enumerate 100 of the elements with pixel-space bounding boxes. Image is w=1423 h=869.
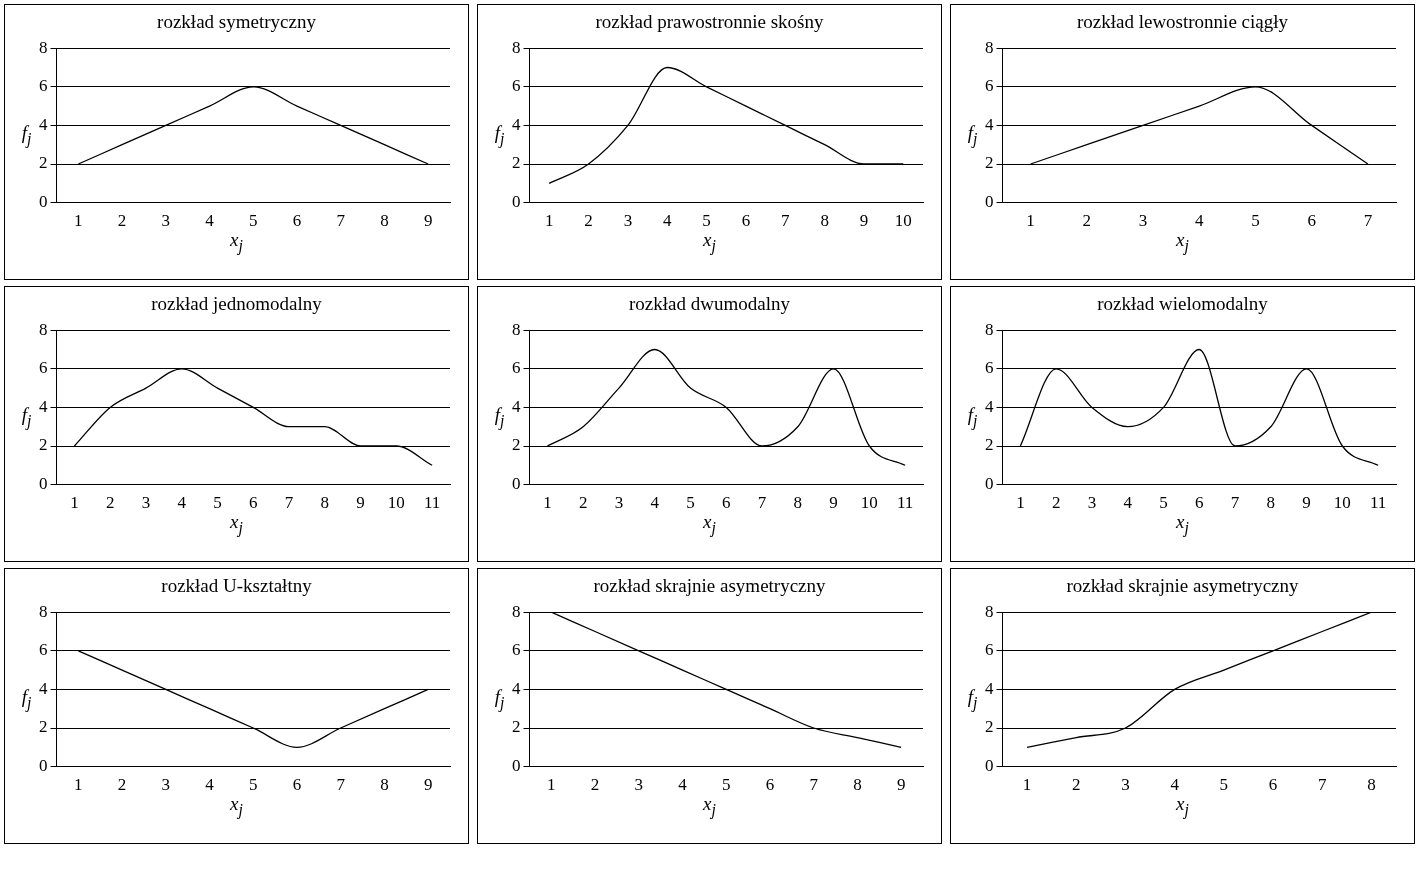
x-tick-label: 5 [701,211,711,231]
y-tick-label: 6 [38,76,47,96]
y-tick-label: 0 [984,756,993,776]
y-axis-title: f$_{j}$ [493,122,506,148]
x-axis-title: x$_{j}$ [703,229,716,255]
chart-title: rozkład jednomodalny [151,293,322,316]
x-tick-label: 9 [896,775,905,795]
x-tick-label: 6 [1194,493,1203,513]
y-tick-label: 4 [38,396,48,416]
x-axis-title: x$_{j}$ [1176,229,1189,255]
x-tick-label: 3 [1087,493,1096,513]
x-tick-label: 3 [161,211,170,231]
x-tick-label: 4 [1194,211,1204,231]
x-tick-label: 4 [1169,775,1179,795]
y-tick-label: 0 [38,756,47,776]
y-tick-label: 8 [511,601,520,621]
x-tick-label: 6 [292,775,301,795]
x-tick-label: 5 [1219,775,1228,795]
x-tick-label: 7 [780,211,790,231]
x-tick-label: 6 [765,775,774,795]
x-tick-label: 6 [1268,775,1277,795]
x-tick-label: 3 [623,211,632,231]
y-tick-label: 4 [984,678,994,698]
x-tick-label: 11 [896,493,913,513]
x-tick-label: 9 [828,493,838,513]
y-axis-title: f$_{j}$ [493,404,506,430]
y-axis-title: f$_{j}$ [966,122,979,148]
x-tick-label: 8 [379,775,389,795]
x-tick-label: 8 [819,211,829,231]
x-tick-label: 8 [379,211,389,231]
x-tick-label: 10 [860,493,878,513]
x-axis-title: x$_{j}$ [1176,511,1189,537]
chart-title: rozkład skrajnie asymetryczny [593,575,826,598]
x-tick-label: 2 [1051,493,1060,513]
y-tick-label: 6 [984,358,993,378]
x-tick-label: 4 [662,211,672,231]
y-tick-label: 6 [38,358,47,378]
x-tick-label: 2 [578,493,587,513]
x-tick-label: 5 [1250,211,1260,231]
x-tick-label: 9 [423,211,432,231]
x-tick-label: 10 [387,493,405,513]
y-tick-label: 0 [511,756,520,776]
x-tick-label: 8 [852,775,862,795]
x-tick-label: 5 [212,493,222,513]
x-tick-label: 9 [423,775,432,795]
y-tick-label: 8 [984,37,993,57]
x-tick-label: 9 [1301,493,1311,513]
y-tick-label: 2 [984,435,993,455]
x-tick-label: 2 [117,211,126,231]
x-tick-label: 6 [721,493,730,513]
y-tick-label: 8 [984,319,993,339]
y-tick-label: 2 [38,153,47,173]
x-tick-label: 11 [1369,493,1386,513]
chart-title: rozkład dwumodalny [629,293,790,316]
x-tick-label: 2 [117,775,126,795]
x-tick-label: 4 [677,775,687,795]
y-tick-label: 4 [38,114,48,134]
y-tick-label: 4 [511,678,521,698]
x-tick-label: 4 [204,211,214,231]
chart-title: rozkład lewostronnie ciągły [1076,11,1289,34]
x-tick-label: 6 [248,493,257,513]
x-tick-label: 2 [590,775,599,795]
x-tick-label: 7 [1363,211,1373,231]
x-tick-label: 1 [69,493,79,513]
y-tick-label: 2 [511,153,520,173]
x-tick-label: 7 [335,775,345,795]
x-tick-label: 5 [685,493,695,513]
x-tick-label: 3 [634,775,643,795]
x-tick-label: 8 [320,493,329,513]
x-tick-label: 2 [1071,775,1081,795]
x-tick-label: 4 [204,775,214,795]
x-tick-label: 6 [1306,211,1316,231]
chart-title: rozkład symetryczny [157,11,316,34]
y-axis-title: f$_{j}$ [20,122,33,148]
x-tick-label: 4 [649,493,659,513]
x-tick-label: 5 [248,775,257,795]
x-tick-label: 2 [583,211,593,231]
y-axis-title: f$_{j}$ [20,404,33,430]
y-tick-label: 2 [511,435,520,455]
y-tick-label: 2 [984,153,993,173]
x-tick-label: 8 [1366,775,1376,795]
x-tick-label: 1 [73,211,83,231]
y-tick-label: 2 [511,717,520,737]
y-tick-label: 0 [984,192,993,212]
y-tick-label: 0 [38,192,47,212]
y-tick-label: 0 [511,474,520,494]
x-tick-label: 3 [141,493,150,513]
y-tick-label: 4 [984,396,994,416]
x-tick-label: 1 [544,211,553,231]
chart-title: rozkład U-kształtny [161,575,312,598]
y-tick-label: 6 [511,358,520,378]
x-tick-label: 4 [176,493,186,513]
y-tick-label: 8 [511,319,520,339]
y-tick-label: 8 [38,37,47,57]
y-tick-label: 6 [38,640,47,660]
x-tick-label: 7 [335,211,345,231]
x-tick-label: 1 [1022,775,1031,795]
x-tick-label: 7 [1317,775,1327,795]
x-tick-label: 2 [105,493,114,513]
y-tick-label: 4 [38,678,48,698]
